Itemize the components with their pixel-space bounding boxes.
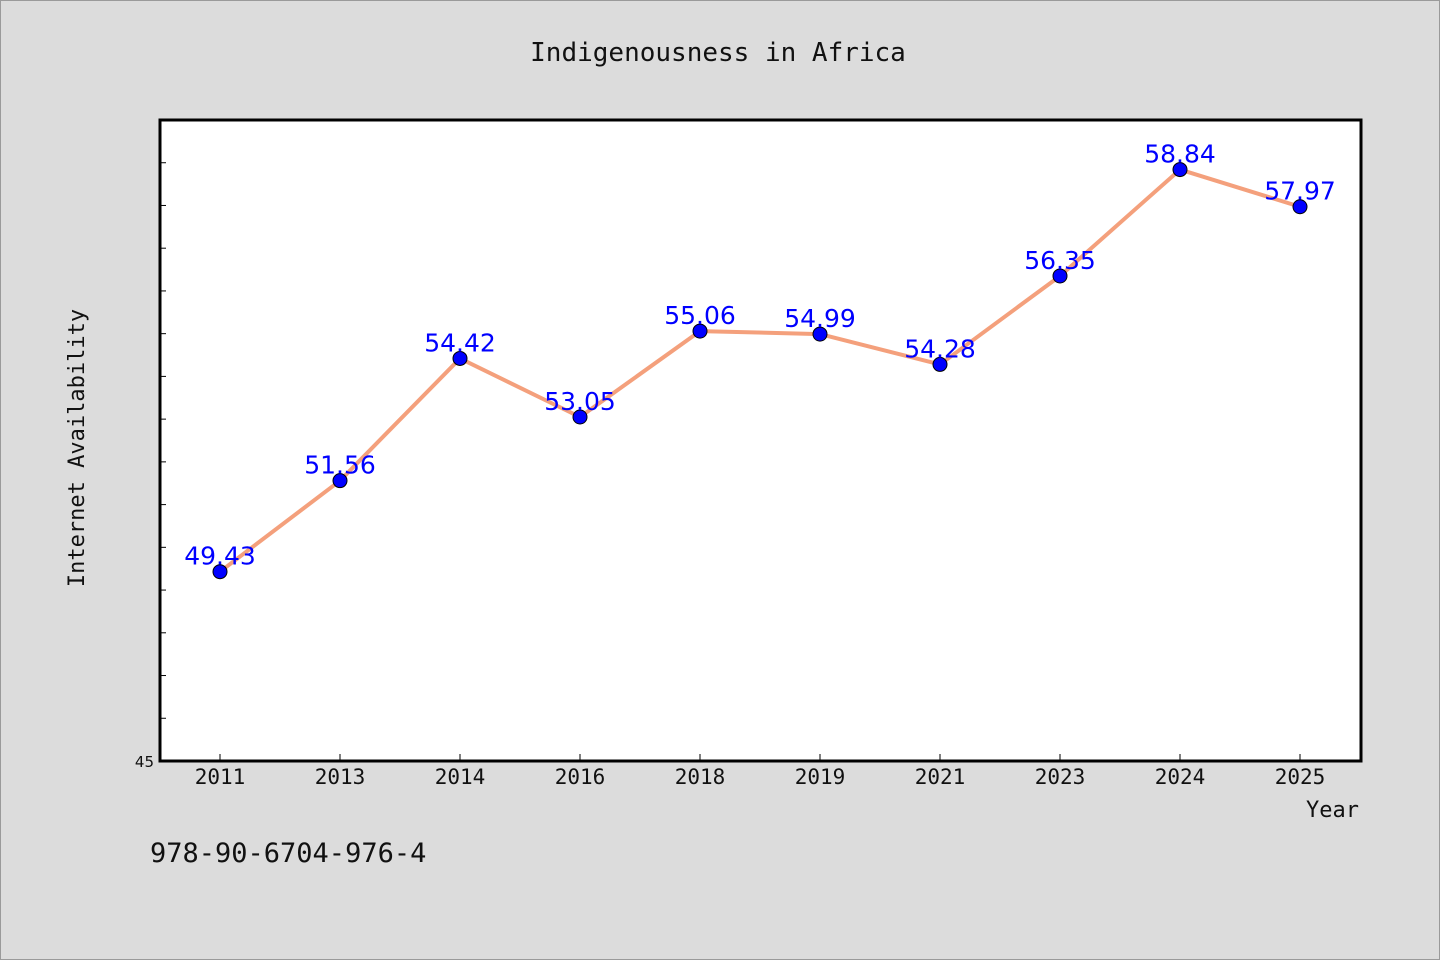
data-label: 49.43 <box>184 542 256 571</box>
isbn-text: 978-90-6704-976-4 <box>150 838 426 869</box>
data-label: 58.84 <box>1144 140 1216 169</box>
series-line <box>218 167 1301 574</box>
data-label: 53.05 <box>544 387 616 416</box>
data-point <box>452 350 468 366</box>
x-tick-label: 2014 <box>435 765 486 789</box>
x-tick-label: 2021 <box>915 765 966 789</box>
data-point <box>572 409 588 425</box>
x-tick-label: 2013 <box>315 765 366 789</box>
data-label: 57.97 <box>1264 177 1336 206</box>
data-label: 54.99 <box>784 304 856 333</box>
x-axis-label: Year <box>1306 798 1359 823</box>
x-tick-label: 2016 <box>555 765 606 789</box>
data-point <box>1052 268 1068 284</box>
data-point <box>212 564 228 580</box>
data-label: 54.28 <box>904 334 976 363</box>
data-point <box>692 323 708 339</box>
data-point <box>1292 199 1308 215</box>
x-tick-label: 2011 <box>195 765 246 789</box>
data-label: 55.06 <box>664 301 736 330</box>
y-axis-ticks: 45 <box>135 162 166 771</box>
data-label: 54.42 <box>424 328 496 357</box>
data-point <box>932 356 948 372</box>
data-label: 56.35 <box>1024 246 1096 275</box>
data-label: 51.56 <box>304 451 376 480</box>
series-layer: 49.43 51.56 54.42 53.05 55.06 54.99 54.28 56.35… <box>184 140 1336 580</box>
x-axis-ticks: 2011 2013 2014 2016 2018 2019 2021 2023 2024 2025 <box>195 754 1326 789</box>
y-tick-label: 45 <box>135 753 154 771</box>
x-tick-label: 2023 <box>1035 765 1086 789</box>
data-point <box>332 473 348 489</box>
x-tick-label: 2018 <box>675 765 726 789</box>
x-tick-label: 2025 <box>1275 765 1326 789</box>
data-point <box>812 326 828 342</box>
data-point <box>1172 162 1188 178</box>
x-tick-label: 2019 <box>795 765 846 789</box>
plot-area <box>158 118 1363 763</box>
chart-title: Indigenousness in Africa <box>530 38 906 68</box>
y-axis-label: Internet Availability <box>65 309 90 587</box>
x-tick-label: 2024 <box>1155 765 1206 789</box>
